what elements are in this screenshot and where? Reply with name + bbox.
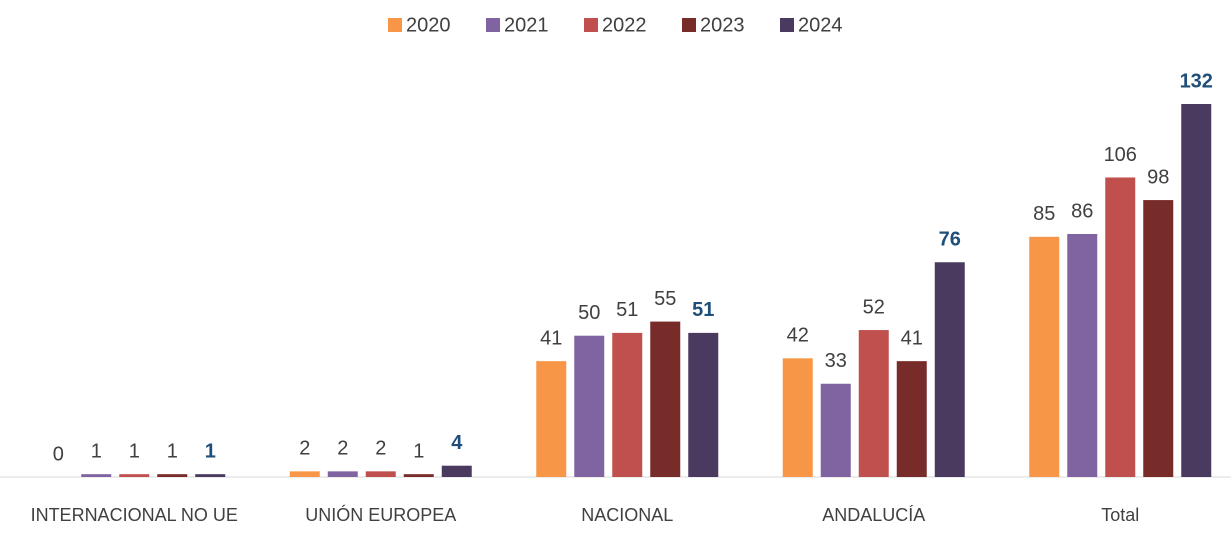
bar [441, 465, 472, 477]
bar [365, 471, 396, 477]
data-label: 52 [863, 296, 885, 318]
bar [157, 474, 188, 477]
data-label: 42 [787, 325, 809, 347]
bar [1143, 200, 1174, 478]
bar [574, 335, 605, 477]
x-tick-label: INTERNACIONAL NO UE [30, 505, 238, 525]
bar [896, 361, 927, 477]
data-label: 1 [167, 440, 178, 462]
legend-swatch [388, 18, 402, 32]
legend-label: 2024 [798, 14, 843, 36]
data-label: 86 [1071, 200, 1093, 222]
bar [934, 262, 965, 477]
bar [688, 332, 719, 477]
data-label: 41 [901, 327, 923, 349]
bar [1105, 177, 1136, 477]
bar [327, 471, 358, 477]
bar [403, 474, 434, 477]
data-label: 2 [299, 438, 310, 460]
data-label: 2 [375, 438, 386, 460]
data-label: 41 [540, 327, 562, 349]
bar [1067, 233, 1098, 477]
data-label: 85 [1033, 203, 1055, 225]
data-label: 4 [451, 432, 463, 454]
data-label: 51 [692, 299, 714, 321]
legend-swatch [584, 18, 598, 32]
bar [536, 361, 567, 477]
bar [81, 474, 112, 477]
data-label: 132 [1180, 70, 1213, 92]
bar [119, 474, 150, 477]
data-label: 33 [825, 350, 847, 372]
data-label: 2 [337, 438, 348, 460]
bar [289, 471, 320, 477]
data-label: 106 [1104, 144, 1137, 166]
bar [782, 358, 813, 477]
data-label: 51 [616, 299, 638, 321]
legend-swatch [780, 18, 794, 32]
x-tick-label: Total [1101, 505, 1140, 525]
data-label: 1 [91, 440, 102, 462]
legend-label: 2022 [602, 14, 647, 36]
legend-swatch [486, 18, 500, 32]
data-label: 1 [413, 440, 424, 462]
bar [195, 474, 226, 477]
data-label: 1 [205, 440, 216, 462]
bar [820, 383, 851, 477]
x-tick-label: UNIÓN EUROPEA [305, 505, 457, 525]
data-label: 50 [578, 302, 600, 324]
x-tick-label: NACIONAL [581, 505, 674, 525]
data-label: 76 [939, 229, 961, 251]
bar [612, 332, 643, 477]
legend-label: 2020 [406, 14, 451, 36]
bar [1029, 236, 1060, 477]
legend-label: 2023 [700, 14, 745, 36]
bar [1181, 104, 1212, 477]
data-label: 98 [1147, 166, 1169, 188]
data-label: 55 [654, 288, 676, 310]
bar [858, 330, 889, 477]
data-label: 1 [129, 440, 140, 462]
legend-label: 2021 [504, 14, 549, 36]
data-label: 0 [53, 443, 64, 465]
x-tick-label: ANDALUCÍA [822, 505, 926, 525]
bar [650, 321, 681, 477]
legend-swatch [682, 18, 696, 32]
